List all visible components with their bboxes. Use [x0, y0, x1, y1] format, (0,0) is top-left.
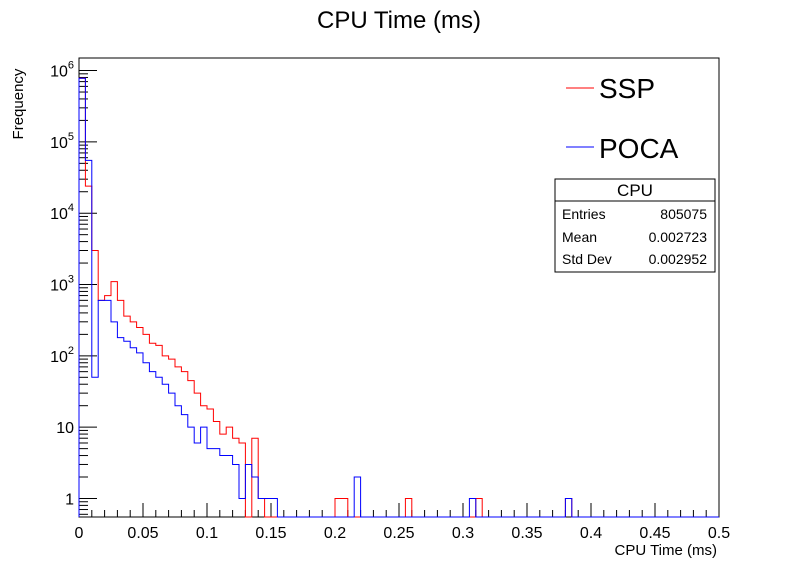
legend-label-poca: POCA — [599, 133, 679, 164]
y-tick-label: 104 — [50, 202, 74, 223]
legend-label-ssp: SSP — [599, 73, 655, 104]
x-tick-label: 0.2 — [324, 525, 346, 542]
stats-value-mean: 0.002723 — [649, 229, 708, 245]
stats-value-stddev: 0.002952 — [649, 251, 708, 267]
y-axis-ticks: 1 10 102 103 104 105 106 — [50, 60, 97, 515]
y-tick-label: 102 — [50, 345, 74, 366]
chart-title: CPU Time (ms) — [317, 7, 481, 34]
stats-box: CPU Entries 805075 Mean 0.002723 Std Dev… — [554, 178, 716, 273]
x-tick-label: 0.05 — [127, 525, 158, 542]
series-poca-line — [78, 77, 719, 518]
y-tick-label: 105 — [50, 131, 74, 152]
stats-title: CPU — [617, 181, 653, 200]
y-axis-label: Frequency — [10, 68, 27, 139]
stats-label-entries: Entries — [562, 206, 606, 222]
x-tick-label: 0.25 — [383, 525, 414, 542]
plot-frame — [78, 57, 720, 518]
x-tick-label: 0.1 — [196, 525, 218, 542]
x-axis-label: CPU Time (ms) — [615, 542, 718, 559]
stats-value-entries: 805075 — [660, 206, 707, 222]
x-tick-label: 0.4 — [580, 525, 602, 542]
x-axis-ticks: 0 0.05 0.1 0.15 0.2 0.25 0.3 0.35 0.4 0.45 0.5 — [75, 503, 730, 542]
x-tick-label: 0.45 — [639, 525, 670, 542]
x-tick-label: 0.5 — [708, 525, 730, 542]
y-tick-label: 103 — [50, 274, 74, 295]
x-tick-label: 0.35 — [511, 525, 542, 542]
stats-label-stddev: Std Dev — [562, 251, 612, 267]
x-tick-label: 0.15 — [255, 525, 286, 542]
x-tick-label: 0 — [75, 525, 84, 542]
stats-box-frame — [554, 178, 716, 273]
stats-label-mean: Mean — [562, 229, 597, 245]
y-tick-label: 106 — [50, 60, 74, 81]
legend: SSP POCA — [566, 73, 679, 164]
y-tick-label: 10 — [56, 420, 74, 437]
x-tick-label: 0.3 — [452, 525, 474, 542]
y-tick-label: 1 — [65, 491, 74, 508]
series-layer — [78, 77, 719, 518]
